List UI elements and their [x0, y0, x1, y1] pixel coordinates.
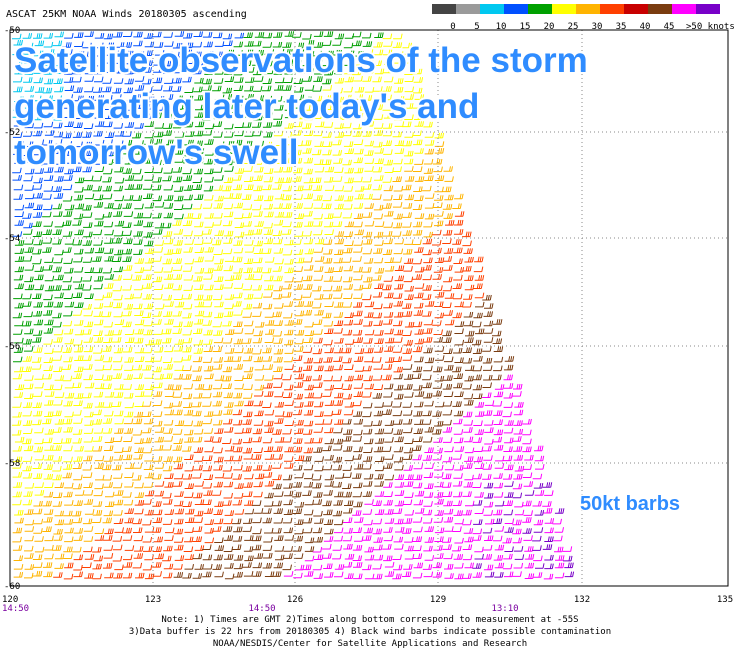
wind-barbs: [12, 31, 575, 580]
scale-label: 10: [496, 22, 507, 32]
barb-group: [472, 481, 575, 578]
footer-note: Note: 1) Times are GMT 2)Times along bot…: [161, 615, 578, 625]
lon-label: 126: [287, 595, 303, 605]
lat-label: -52: [4, 128, 20, 138]
scale-label: 25: [568, 22, 579, 32]
scale-swatch: [696, 4, 720, 14]
barb-group: [12, 31, 384, 363]
headline: tomorrow's swell: [14, 133, 299, 172]
scale-label: 20: [544, 22, 555, 32]
lon-label: 123: [145, 595, 161, 605]
barb-group: [12, 141, 464, 579]
scale-label: 30: [592, 22, 603, 32]
barb-group: [283, 374, 573, 580]
barb-group: [12, 31, 245, 237]
scale-swatch: [552, 4, 576, 14]
color-scale: 0 5 10 15 20 25 30 35 40 45 >50 knots: [432, 4, 735, 32]
lat-label: -60: [4, 582, 20, 592]
map-frame: [9, 29, 729, 587]
grid: [10, 30, 728, 586]
time-label: 13:10: [491, 604, 518, 614]
scale-label: 35: [616, 22, 627, 32]
time-label: 14:50: [2, 604, 29, 614]
scale-swatch: [456, 4, 480, 14]
map-title: ASCAT 25KM NOAA Winds 20180305 ascending: [6, 9, 247, 20]
barb-group: [173, 294, 515, 580]
scale-swatch: [600, 4, 624, 14]
lat-label: -54: [4, 234, 20, 244]
scale-swatch: [624, 4, 648, 14]
scale-swatch: [480, 4, 504, 14]
scale-label: >50 knots: [686, 22, 735, 32]
lat-label: -56: [4, 342, 20, 352]
scale-label: 40: [640, 22, 651, 32]
scale-swatch: [528, 4, 552, 14]
lon-label: 132: [574, 595, 590, 605]
scale-label: 5: [474, 22, 479, 32]
lat-label: -50: [4, 26, 20, 36]
footer-note: NOAA/NESDIS/Center for Satellite Applica…: [213, 639, 527, 649]
scale-swatch: [672, 4, 696, 14]
scale-swatch: [648, 4, 672, 14]
barb-group: [53, 211, 485, 580]
scale-label: 45: [664, 22, 675, 32]
barb-note: 50kt barbs: [580, 493, 680, 515]
barb-group: [12, 31, 65, 121]
scale-swatch: [576, 4, 600, 14]
headline: generating later today's and: [14, 87, 479, 126]
lon-label: 135: [717, 595, 733, 605]
footer-note: 3)Data buffer is 22 hrs from 20180305 4)…: [129, 627, 611, 637]
headline: Satellite observations of the storm: [14, 41, 588, 80]
barb-group: [12, 33, 445, 516]
scale-swatch: [504, 4, 528, 14]
lon-label: 129: [430, 595, 446, 605]
axis-labels: 120 123 126 129 132 135 -50 -52 -54 -56 -58 -60 14:5…: [2, 26, 733, 614]
lat-label: -58: [4, 459, 20, 469]
lon-label: 120: [2, 595, 18, 605]
scale-label: 0: [450, 22, 455, 32]
time-label: 14:50: [248, 604, 275, 614]
scale-label: 15: [520, 22, 531, 32]
scale-swatch: [432, 4, 456, 14]
